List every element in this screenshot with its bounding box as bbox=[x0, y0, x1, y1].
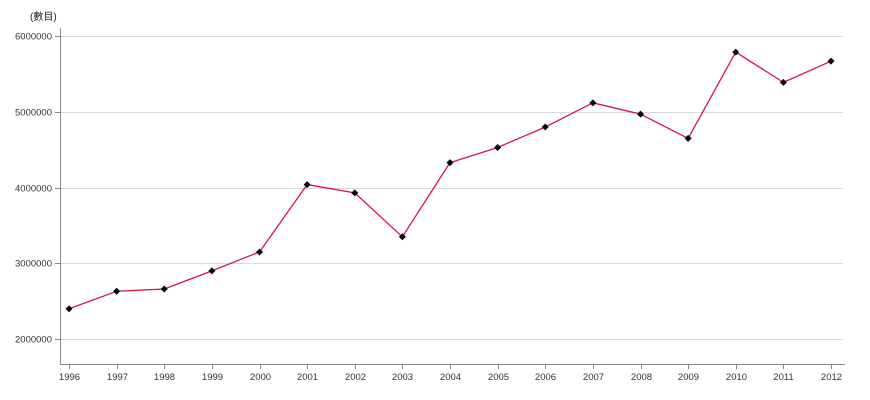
y-axis-unit-label: (數目) bbox=[30, 12, 57, 23]
data-point-marker bbox=[398, 233, 406, 241]
data-point-marker bbox=[303, 181, 311, 189]
x-axis-tick-label: 2012 bbox=[821, 372, 842, 383]
y-axis-tick-label: 3000000 bbox=[15, 259, 52, 270]
x-axis-tick-label: 2000 bbox=[250, 372, 271, 383]
data-point-marker bbox=[589, 99, 597, 107]
x-axis-tick-label: 2002 bbox=[345, 372, 366, 383]
y-axis-tick-label: 2000000 bbox=[15, 335, 52, 346]
data-point-marker bbox=[637, 110, 644, 118]
data-point-marker bbox=[256, 248, 263, 256]
data-point-marker bbox=[160, 285, 168, 293]
x-axis-tick-label: 2004 bbox=[440, 372, 461, 383]
data-point-marker bbox=[827, 57, 835, 65]
y-axis-tick-label: 6000000 bbox=[15, 32, 52, 43]
y-axis-tick-label: 4000000 bbox=[15, 184, 52, 195]
data-point-marker bbox=[446, 159, 454, 167]
y-axis-tick-label: 5000000 bbox=[15, 108, 52, 119]
x-axis-tick-label: 2010 bbox=[726, 372, 747, 383]
data-point-marker bbox=[208, 267, 216, 275]
x-axis-tick-label: 2009 bbox=[678, 372, 699, 383]
data-point-marker bbox=[541, 123, 549, 131]
x-axis-tick-label: 1999 bbox=[202, 372, 223, 383]
x-axis-tick-label: 1996 bbox=[59, 372, 80, 383]
x-axis-tick-label: 1998 bbox=[154, 372, 175, 383]
data-point-marker bbox=[65, 305, 73, 313]
x-axis-tick-label: 2008 bbox=[631, 372, 652, 383]
data-point-marker bbox=[779, 78, 787, 86]
x-axis-tick-label: 2003 bbox=[392, 372, 413, 383]
data-point-marker bbox=[494, 143, 502, 151]
x-axis-tick-label: 2007 bbox=[583, 372, 604, 383]
x-axis-tick-label: 2006 bbox=[535, 372, 556, 383]
data-line bbox=[68, 51, 832, 310]
x-axis-tick-label: 1997 bbox=[107, 372, 128, 383]
data-point-marker bbox=[113, 287, 121, 295]
data-point-marker bbox=[351, 189, 359, 197]
data-point-marker bbox=[684, 134, 692, 142]
x-axis-tick-label: 2005 bbox=[488, 372, 509, 383]
data-point-marker bbox=[732, 48, 740, 56]
x-axis-tick-label: 2001 bbox=[297, 372, 318, 383]
x-axis-tick-label: 2011 bbox=[773, 372, 793, 383]
